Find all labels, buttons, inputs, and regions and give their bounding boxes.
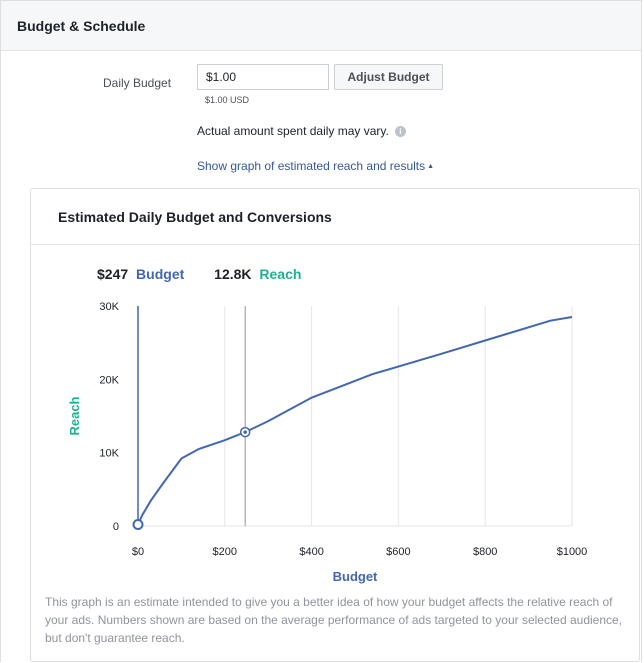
y-axis-title: Reach	[67, 396, 82, 435]
x-tick-label: $800	[473, 546, 497, 558]
summary-budget-value: $247	[97, 266, 129, 282]
section-header: Budget & Schedule	[1, 0, 641, 51]
x-tick-label: $1000	[557, 546, 588, 558]
x-tick-label: $200	[213, 546, 237, 558]
spend-variance-text: Actual amount spent daily may vary.	[197, 124, 389, 138]
info-icon[interactable]: i	[394, 125, 406, 137]
x-tick-label: $600	[386, 546, 410, 558]
y-tick-label: 20K	[99, 374, 119, 386]
y-tick-label: 10K	[99, 448, 119, 460]
x-axis-title: Budget	[333, 569, 378, 584]
estimate-summary: $247 Budget 12.8K Reach	[97, 266, 305, 282]
estimate-card-title: Estimated Daily Budget and Conversions	[58, 208, 332, 225]
estimate-card: Estimated Daily Budget and Conversions $…	[30, 188, 640, 662]
spend-variance-note: Actual amount spent daily may vary. i	[197, 124, 406, 138]
caret-up-icon: ▲	[427, 163, 435, 170]
daily-budget-input[interactable]: $1.00	[197, 64, 329, 90]
show-graph-link[interactable]: Show graph of estimated reach and result…	[197, 159, 434, 173]
x-tick-label: $0	[132, 546, 144, 558]
summary-budget-label: Budget	[136, 266, 185, 282]
y-tick-label: 30K	[99, 301, 119, 313]
estimate-card-header: Estimated Daily Budget and Conversions	[31, 189, 639, 245]
summary-reach-value: 12.8K	[214, 266, 252, 282]
origin-point	[132, 519, 144, 531]
summary-reach-label: Reach	[259, 266, 302, 282]
reach-chart[interactable]: 0 10K 20K 30K $0 $200 $400 $600 $800 $1000 Budget R…	[31, 189, 639, 589]
reach-series-line	[137, 316, 573, 525]
show-graph-label: Show graph of estimated reach and result…	[197, 159, 426, 173]
daily-budget-label: Daily Budget	[103, 76, 172, 90]
x-tick-label: $400	[299, 546, 323, 558]
adjust-budget-button[interactable]: Adjust Budget	[334, 64, 443, 90]
selected-budget-point-dot	[243, 430, 247, 434]
graph-footnote: This graph is an estimate intended to gi…	[45, 595, 623, 645]
y-tick-label: 0	[113, 521, 119, 533]
budget-currency-note: $1.00 USD	[205, 95, 250, 105]
section-title: Budget & Schedule	[17, 17, 146, 34]
